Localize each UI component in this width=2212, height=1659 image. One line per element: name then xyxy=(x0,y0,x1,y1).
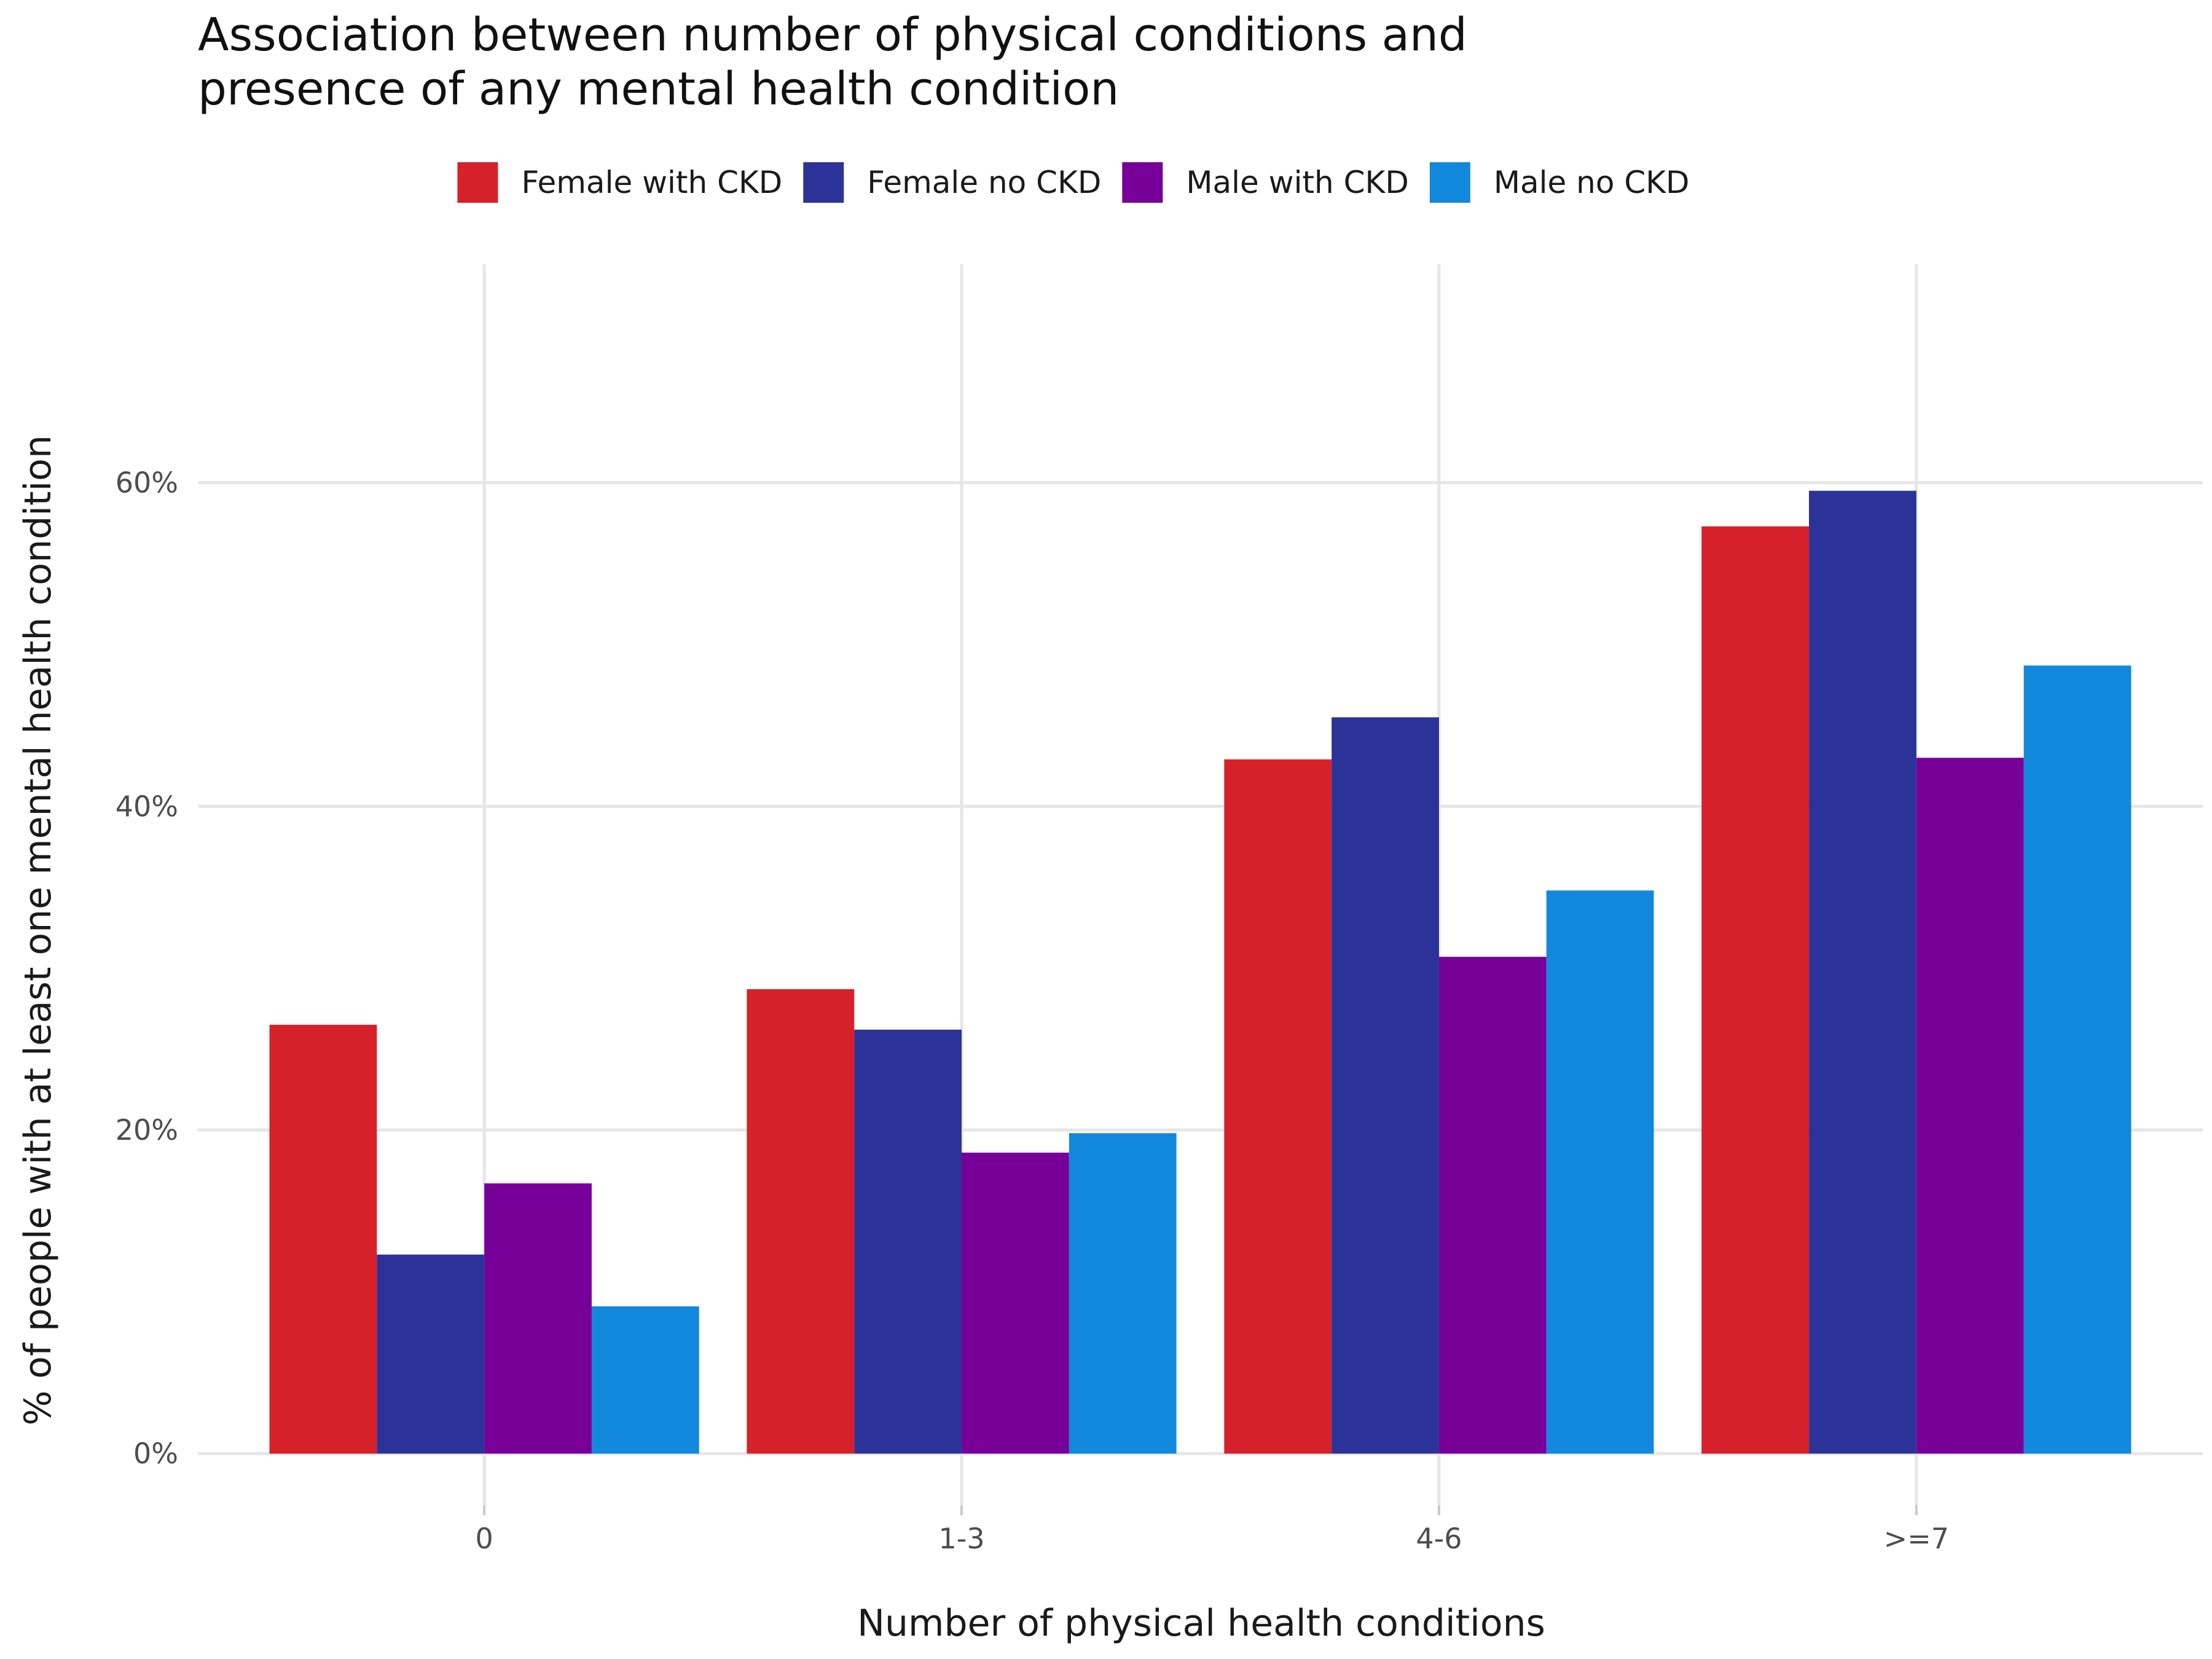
legend-item: Female with CKD xyxy=(457,162,782,203)
bar xyxy=(2023,665,2132,1454)
y-tick-label: 60% xyxy=(116,466,178,500)
legend: Female with CKD Female no CKD Male with CK… xyxy=(457,162,1690,203)
y-axis-title: % of people with at least one mental hea… xyxy=(17,435,60,1426)
legend-item: Male with CKD xyxy=(1122,162,1409,203)
legend-swatch xyxy=(1122,162,1163,203)
bar xyxy=(1546,890,1654,1454)
y-tick-label: 40% xyxy=(116,790,178,823)
bar xyxy=(854,1029,962,1454)
x-tick-label: 4-6 xyxy=(1416,1522,1462,1555)
bars xyxy=(269,490,2132,1454)
bar xyxy=(1916,758,2024,1454)
bar xyxy=(747,989,855,1454)
y-tick-label: 20% xyxy=(116,1113,178,1147)
x-tick-label: >=7 xyxy=(1884,1522,1949,1555)
bar xyxy=(1332,717,1439,1454)
legend-label: Female with CKD xyxy=(521,165,782,200)
y-tick-label: 0% xyxy=(133,1437,178,1470)
legend-label: Male no CKD xyxy=(1494,165,1690,200)
bar xyxy=(269,1024,377,1454)
chart-title: Association between number of physical c… xyxy=(198,9,1467,116)
x-axis-ticks: 0 1-3 4-6 >=7 xyxy=(476,1505,1949,1555)
bar xyxy=(1224,759,1332,1454)
legend-item: Female no CKD xyxy=(803,162,1101,203)
bar xyxy=(484,1183,592,1454)
y-axis-ticks: 0% 20% 40% 60% xyxy=(116,466,178,1470)
bar xyxy=(377,1254,485,1454)
legend-label: Female no CKD xyxy=(867,165,1101,200)
bar xyxy=(1809,490,1916,1454)
legend-swatch xyxy=(1429,162,1470,203)
bar xyxy=(1438,957,1547,1454)
chart-title-line-2: presence of any mental health condition xyxy=(198,63,1119,116)
bar xyxy=(1701,526,1810,1454)
bar xyxy=(1069,1133,1177,1454)
x-axis-title: Number of physical health conditions xyxy=(857,1602,1545,1645)
bar xyxy=(962,1152,1069,1454)
chart-title-line-1: Association between number of physical c… xyxy=(198,9,1467,61)
bar xyxy=(591,1306,699,1454)
legend-label: Male with CKD xyxy=(1186,165,1409,200)
legend-item: Male no CKD xyxy=(1429,162,1690,203)
legend-swatch xyxy=(457,162,498,203)
x-tick-label: 1-3 xyxy=(938,1522,984,1555)
legend-swatch xyxy=(803,162,844,203)
x-tick-label: 0 xyxy=(476,1522,493,1555)
